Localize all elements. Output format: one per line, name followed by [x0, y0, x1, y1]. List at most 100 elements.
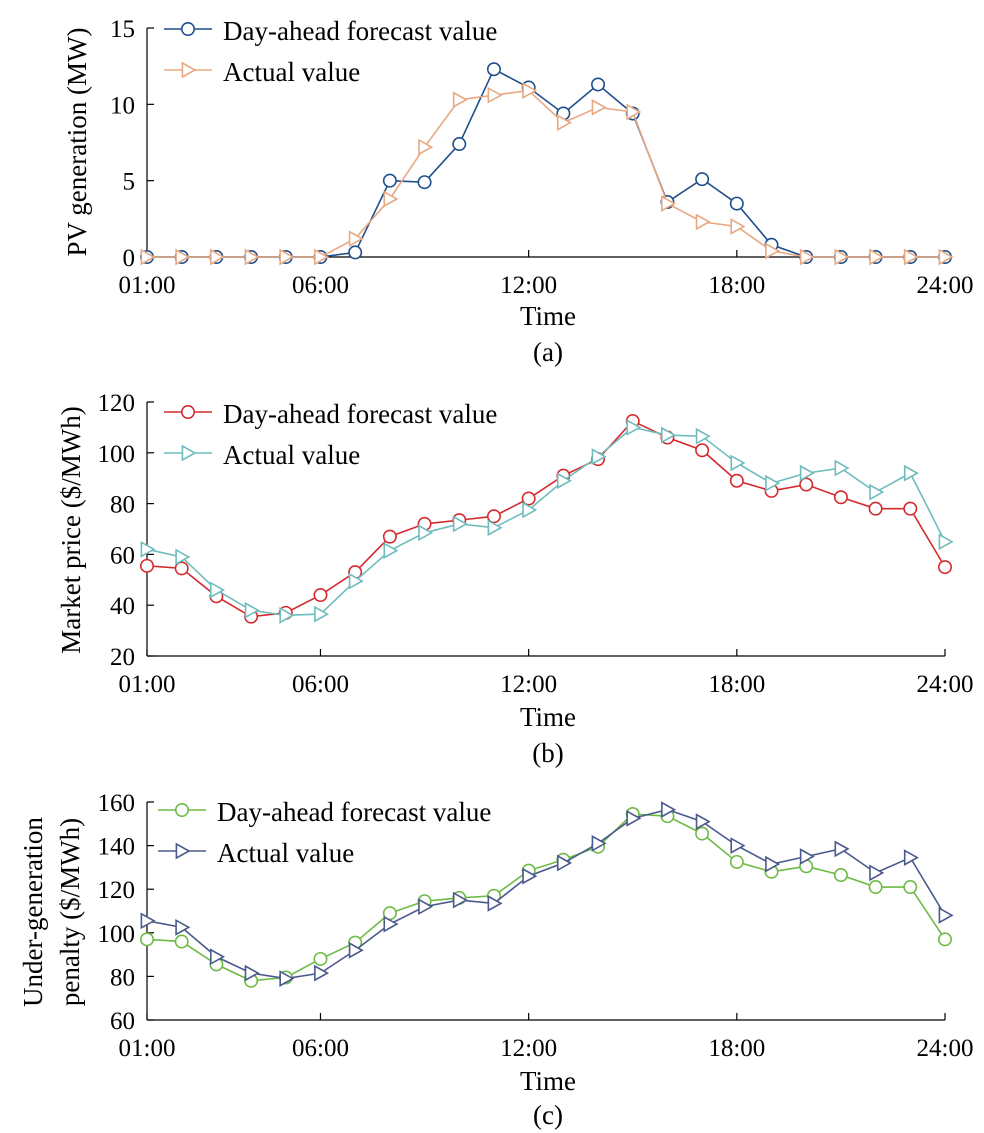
series-line-c-1: [146, 808, 946, 980]
data-point-b-0-0: [140, 558, 155, 573]
data-point-b-1-16: [695, 427, 711, 445]
x-tick-label-a-3: 18:00: [708, 272, 765, 299]
x-tick-label-c-1: 06:00: [292, 1035, 349, 1062]
data-point-a-1-5: [314, 248, 330, 266]
x-tick-label-b-2: 12:00: [500, 671, 557, 698]
y-tick-label-c-1: 80: [110, 964, 135, 991]
y-tick-label-b-4: 100: [98, 441, 136, 468]
data-point-a-1-2: [209, 248, 226, 266]
y-tick-label-a-0: 0: [123, 245, 136, 272]
data-point-c-0-20: [833, 868, 848, 883]
data-point-a-1-8: [418, 138, 434, 156]
data-point-a-1-23: [938, 248, 954, 266]
data-point-a-1-11: [522, 82, 538, 99]
x-tick-label-a-0: 01:00: [119, 272, 176, 299]
data-point-a-1-6: [348, 230, 364, 248]
data-point-a-1-15: [661, 195, 677, 212]
data-point-b-1-21: [869, 483, 885, 501]
data-point-a-0-17: [729, 196, 744, 211]
data-point-c-0-0: [140, 932, 155, 947]
data-point-b-1-17: [730, 454, 746, 472]
data-point-c-1-21: [869, 864, 885, 882]
data-point-c-0-16: [695, 826, 710, 841]
data-point-a-1-13: [591, 99, 607, 116]
y-axis-title-a: PV generation (MW): [62, 28, 92, 257]
data-point-b-0-10: [486, 509, 501, 524]
data-point-c-0-23: [937, 932, 952, 947]
data-point-b-1-19: [799, 464, 815, 482]
data-point-b-1-8: [418, 524, 434, 542]
data-point-b-1-1: [175, 548, 191, 566]
y-tick-label-b-0: 20: [110, 644, 135, 671]
data-point-a-1-21: [869, 248, 885, 266]
data-point-b-0-23: [937, 560, 952, 575]
x-tick-label-a-4: 24:00: [917, 272, 974, 299]
data-point-b-1-15: [661, 426, 677, 444]
caption-b: (b): [532, 738, 563, 768]
data-point-c-1-5: [314, 964, 330, 982]
chart-panel-b: Market price ($/MWh) Time (b) Day-ahead …: [56, 390, 973, 768]
y-axis-title-c-line2: penalty ($/MWh): [55, 818, 85, 1006]
caption-a: (a): [533, 337, 563, 367]
data-point-b-1-20: [834, 459, 850, 477]
y-axis-title-b: Market price ($/MWh): [56, 406, 86, 653]
data-point-c-1-1: [175, 918, 191, 936]
data-point-a-0-10: [486, 62, 501, 77]
data-point-a-1-16: [695, 213, 711, 231]
x-tick-label-c-3: 18:00: [708, 1035, 765, 1062]
legend-label-c-0: Day-ahead forecast value: [217, 797, 491, 827]
data-point-a-1-10: [487, 86, 503, 104]
data-point-a-1-3: [244, 248, 260, 266]
y-tick-label-a-2: 10: [110, 92, 135, 119]
y-tick-label-c-4: 140: [98, 834, 136, 861]
data-point-c-0-5: [313, 951, 328, 966]
data-point-c-1-18: [765, 855, 781, 873]
y-axis-title-c-line1: Under-generation: [18, 817, 48, 1007]
data-point-a-0-6: [348, 245, 363, 260]
legend-marker-a-1: [181, 61, 197, 79]
x-tick-label-a-1: 06:00: [292, 272, 349, 299]
data-point-b-1-7: [383, 542, 399, 559]
x-tick-label-b-4: 24:00: [917, 671, 974, 698]
data-point-b-1-14: [626, 419, 642, 436]
data-point-c-1-3: [244, 964, 260, 982]
series-line-a-1: [147, 89, 945, 258]
x-tick-label-b-0: 01:00: [119, 671, 176, 698]
data-point-c-1-20: [834, 840, 850, 858]
data-point-c-1-7: [383, 915, 399, 933]
legend-marker-c-1: [175, 842, 191, 860]
x-tick-label-c-2: 12:00: [500, 1035, 557, 1062]
data-point-c-0-17: [729, 854, 744, 869]
x-axis-title-c: Time: [520, 1066, 576, 1096]
data-point-a-1-12: [556, 114, 572, 132]
data-point-a-0-8: [417, 175, 432, 190]
caption-c: (c): [533, 1100, 563, 1130]
data-point-b-0-16: [695, 443, 710, 458]
data-point-c-0-21: [868, 880, 883, 895]
data-point-b-1-18: [765, 474, 781, 492]
y-tick-label-c-3: 120: [98, 877, 136, 904]
legend-label-a-1: Actual value: [223, 57, 360, 87]
data-point-c-1-11: [522, 867, 538, 885]
x-tick-label-b-1: 06:00: [292, 671, 349, 698]
y-tick-label-b-3: 80: [110, 492, 135, 519]
data-point-a-0-7: [382, 173, 397, 188]
data-point-c-1-0: [140, 912, 156, 930]
data-point-b-1-4: [279, 607, 295, 624]
data-point-b-1-11: [522, 501, 538, 519]
data-point-c-1-8: [418, 898, 434, 915]
data-point-b-1-9: [452, 515, 468, 533]
data-point-c-1-4: [279, 970, 295, 987]
data-point-c-1-2: [209, 948, 226, 966]
y-tick-label-a-1: 5: [123, 169, 136, 196]
data-point-a-1-4: [279, 248, 295, 266]
data-point-b-1-2: [209, 581, 226, 599]
data-point-c-1-12: [556, 854, 572, 872]
data-point-b-0-21: [868, 501, 883, 516]
data-point-c-1-22: [903, 849, 919, 866]
data-point-a-1-18: [765, 242, 781, 260]
data-point-c-1-14: [626, 809, 642, 827]
data-point-a-0-16: [695, 172, 710, 187]
chart-panel-c: Under-generation penalty ($/MWh) Time (c…: [18, 790, 973, 1130]
data-point-a-1-17: [730, 218, 746, 235]
